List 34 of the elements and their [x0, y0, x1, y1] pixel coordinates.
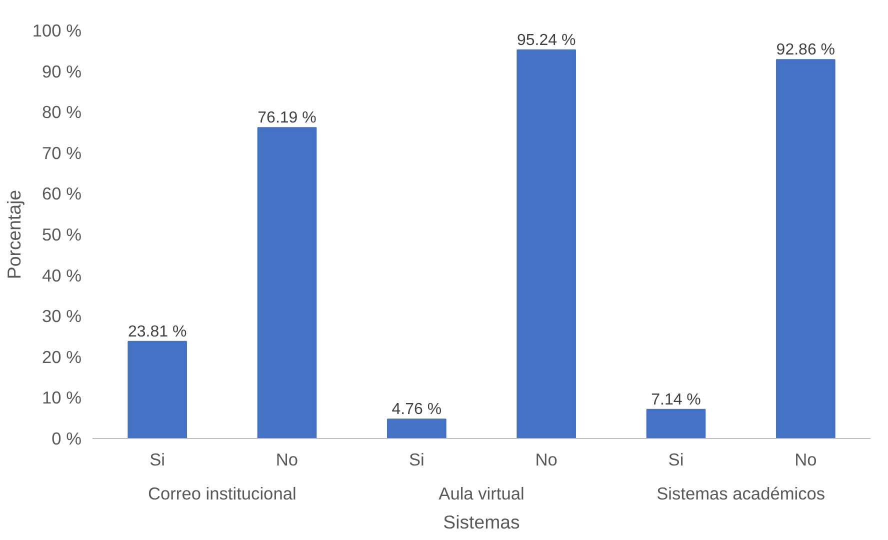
data-label: 76.19 % — [258, 110, 316, 127]
y-tick-label: 30 % — [42, 306, 82, 326]
bar — [128, 340, 188, 438]
bar — [646, 408, 706, 438]
bar — [776, 59, 836, 438]
x-tick-label: Si — [408, 450, 424, 470]
y-axis-title: Porcentaje — [3, 190, 24, 280]
bar — [257, 127, 317, 438]
y-tick-label: 90 % — [42, 61, 82, 82]
y-tick-label: 10 % — [42, 388, 82, 408]
text: Correo institucional — [148, 484, 296, 504]
text: Sistemas académicos — [656, 484, 826, 504]
y-tick-label: 80 % — [42, 102, 82, 122]
data-label: 23.81 % — [128, 323, 187, 340]
x-tick-label: No — [535, 450, 558, 470]
bar — [516, 49, 576, 438]
y-tick-label: 20 % — [42, 346, 82, 367]
y-tick-label: 70 % — [42, 142, 82, 163]
data-label: 7.14 % — [651, 391, 701, 408]
x-tick-label: No — [794, 450, 817, 470]
y-tick-label: 100 % — [32, 20, 82, 40]
x-tick-label: Si — [150, 450, 166, 470]
y-tick-label: 0 % — [52, 428, 82, 448]
bar — [386, 418, 446, 438]
y-tick-label: 60 % — [42, 184, 82, 204]
y-tick-label: 40 % — [42, 265, 82, 286]
x-tick-label: No — [276, 450, 298, 470]
y-tick-label: 50 % — [42, 224, 82, 244]
x-axis-title: Sistemas — [443, 512, 520, 532]
text: Aula virtual — [438, 484, 524, 504]
data-label: 95.24 % — [516, 32, 576, 49]
x-tick-label: Si — [668, 450, 684, 470]
data-label: 4.76 % — [392, 401, 442, 418]
data-label: 92.86 % — [776, 42, 836, 59]
